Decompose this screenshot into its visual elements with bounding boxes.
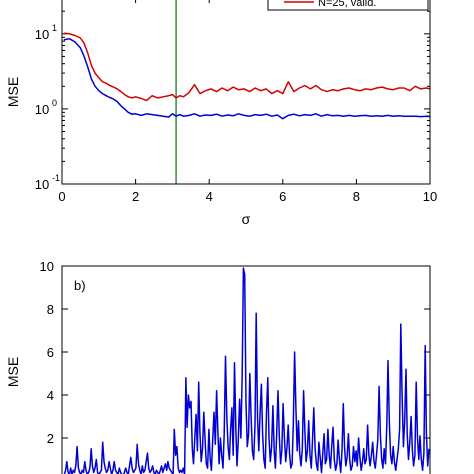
panel-a-y-tick-label-base: 10 (35, 177, 49, 192)
panel-b-y-tick-label: 8 (47, 302, 54, 317)
panel-a-x-tick-label: 0 (58, 189, 65, 204)
panel-a-y-axis-label: MSE (5, 77, 21, 107)
panel-a-y-tick-label-base: 10 (35, 102, 49, 117)
panel-a-x-axis-label: σ (242, 211, 251, 227)
panel-b-y-tick-label: 2 (47, 431, 54, 446)
panel-a-y-tick-label-base: 10 (35, 27, 49, 42)
panel-b-label: b) (74, 278, 86, 293)
legend-box (267, 0, 429, 11)
panel-a-plot-area (62, 0, 430, 184)
series-line-blue (63, 37, 431, 120)
panel-b-y-tick-label: 10 (40, 259, 54, 274)
panel-a-x-tick-label: 4 (206, 189, 213, 204)
panel-a-y-tick-label-exponent: 0 (52, 98, 57, 108)
panel-b-y-tick-label: 4 (47, 388, 54, 403)
legend: N=25, valid. (267, 0, 429, 11)
panel-b: b) 2 4 6 8 10 MSE (5, 259, 431, 474)
panel-a-x-tick-label: 6 (279, 189, 286, 204)
panel-b-frame (61, 265, 431, 474)
legend-label: N=25, valid. (318, 0, 376, 9)
panel-b-y-tick-label: 6 (47, 345, 54, 360)
panel-a-series (63, 32, 431, 120)
panel-a-frame (61, 0, 431, 185)
panel-b-y-axis-label: MSE (5, 357, 21, 387)
panel-b-y-tick-labels: 2 4 6 8 10 (40, 259, 54, 446)
series-line-validation (63, 32, 431, 102)
panel-a-x-tick-label: 2 (132, 189, 139, 204)
panel-a-x-tick-labels: 0 2 4 6 8 10 (58, 189, 437, 204)
panel-a-y-tick-label-exponent: 1 (52, 23, 57, 33)
panel-a-x-tick-label: 10 (423, 189, 437, 204)
panel-a-x-tick-label: 8 (353, 189, 360, 204)
panel-a-y-tick-label-exponent: -1 (52, 173, 60, 183)
